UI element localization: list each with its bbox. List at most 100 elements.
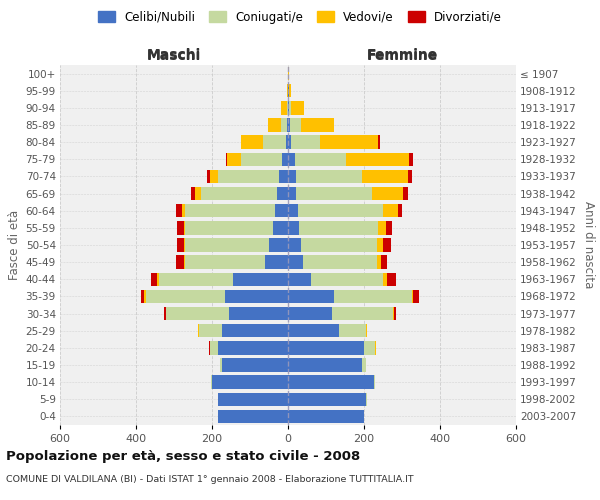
Bar [265, 256, 288, 269]
Bar [207, 170, 288, 183]
Bar [209, 341, 288, 354]
Bar [288, 290, 413, 303]
Bar [288, 324, 367, 338]
Bar [164, 307, 288, 320]
Bar [288, 136, 379, 149]
Bar [176, 221, 288, 234]
Bar [273, 221, 288, 234]
Bar [288, 272, 383, 286]
Bar [288, 221, 299, 234]
Bar [288, 358, 362, 372]
Text: Femmine: Femmine [367, 48, 437, 62]
Bar [227, 152, 288, 166]
Bar [288, 101, 291, 114]
Y-axis label: Fasce di età: Fasce di età [8, 210, 22, 280]
Bar [288, 272, 311, 286]
Bar [288, 307, 394, 320]
Bar [283, 152, 288, 166]
Bar [288, 256, 381, 269]
Bar [288, 392, 367, 406]
Bar [288, 170, 408, 183]
Bar [241, 136, 288, 149]
Bar [211, 376, 288, 389]
Bar [288, 392, 367, 406]
Bar [269, 238, 288, 252]
Bar [288, 324, 340, 338]
Bar [199, 324, 288, 338]
Bar [288, 238, 383, 252]
Bar [218, 170, 288, 183]
Bar [288, 238, 391, 252]
Bar [288, 358, 366, 372]
Bar [288, 118, 301, 132]
Bar [288, 204, 298, 218]
Bar [288, 256, 377, 269]
Bar [288, 376, 374, 389]
Bar [218, 392, 288, 406]
Bar [288, 152, 346, 166]
Bar [288, 341, 376, 354]
Bar [288, 187, 409, 200]
Bar [288, 67, 289, 80]
Bar [288, 152, 295, 166]
Bar [210, 341, 288, 354]
Bar [288, 204, 383, 218]
Bar [288, 358, 366, 372]
Bar [268, 118, 288, 132]
Bar [218, 410, 288, 423]
Bar [288, 170, 412, 183]
Bar [226, 152, 288, 166]
Bar [185, 256, 288, 269]
Bar [286, 136, 288, 149]
Bar [159, 272, 288, 286]
Bar [288, 376, 373, 389]
Bar [288, 118, 334, 132]
Bar [288, 238, 377, 252]
Bar [288, 410, 364, 423]
Bar [288, 136, 291, 149]
Bar [288, 410, 364, 423]
Bar [288, 392, 367, 406]
Bar [288, 341, 376, 354]
Bar [288, 290, 419, 303]
Text: Popolazione per età, sesso e stato civile - 2008: Popolazione per età, sesso e stato civil… [6, 450, 360, 463]
Bar [211, 376, 288, 389]
Bar [241, 136, 288, 149]
Text: Maschi: Maschi [147, 48, 201, 62]
Bar [288, 410, 364, 423]
Bar [288, 341, 376, 354]
Bar [288, 101, 304, 114]
Bar [185, 221, 288, 234]
Bar [226, 290, 288, 303]
Bar [288, 187, 296, 200]
Bar [288, 256, 303, 269]
Bar [287, 101, 288, 114]
Bar [210, 341, 288, 354]
Bar [288, 307, 395, 320]
Bar [218, 410, 288, 423]
Bar [176, 256, 288, 269]
Bar [151, 272, 288, 286]
Bar [287, 118, 288, 132]
Bar [185, 204, 288, 218]
Bar [281, 101, 288, 114]
Bar [218, 341, 288, 354]
Bar [218, 392, 288, 406]
Bar [200, 187, 288, 200]
Bar [288, 392, 366, 406]
Bar [211, 376, 288, 389]
Bar [288, 84, 290, 98]
Bar [218, 410, 288, 423]
Bar [288, 101, 289, 114]
Bar [288, 256, 387, 269]
Bar [184, 221, 288, 234]
Legend: Celibi/Nubili, Coniugati/e, Vedovi/e, Divorziati/e: Celibi/Nubili, Coniugati/e, Vedovi/e, Di… [94, 6, 506, 28]
Bar [288, 84, 289, 98]
Bar [288, 118, 290, 132]
Bar [197, 324, 288, 338]
Bar [275, 204, 288, 218]
Bar [288, 136, 320, 149]
Bar [288, 170, 296, 183]
Bar [218, 392, 288, 406]
Bar [288, 101, 304, 114]
